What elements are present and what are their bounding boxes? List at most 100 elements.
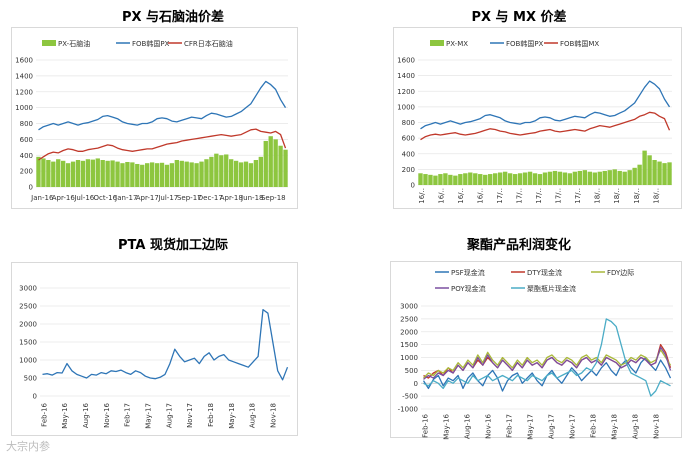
x-tick-label: Nov-17 xyxy=(568,414,576,439)
chart-title-px-mx: PX 与 MX 价差 xyxy=(471,10,567,25)
x-tick-label: 18/.. xyxy=(613,188,621,204)
chart-px-naphtha: 02004006008001000120014001600Jan-16Apr-1… xyxy=(15,39,288,202)
bar xyxy=(547,171,553,185)
x-tick-label: 18/.. xyxy=(633,188,641,204)
x-tick-label: May-16 xyxy=(61,402,69,428)
bar xyxy=(517,173,523,185)
y-tick-label: 400 xyxy=(20,152,33,160)
bar xyxy=(105,160,110,187)
bar xyxy=(607,170,612,185)
series-line xyxy=(423,349,672,379)
bar xyxy=(75,160,81,187)
bar xyxy=(253,160,259,187)
x-tick-label: Aug-16 xyxy=(82,402,90,428)
bar xyxy=(278,145,283,187)
x-tick-label: 17/.. xyxy=(516,188,524,204)
bar xyxy=(493,173,498,185)
bar xyxy=(507,173,513,185)
y-tick-label: 1400 xyxy=(15,72,33,80)
bar xyxy=(199,161,204,187)
legend-label: PX-MX xyxy=(446,40,468,48)
bar xyxy=(70,161,76,187)
x-tick-label: Nov-17 xyxy=(186,403,194,428)
bar xyxy=(159,162,165,187)
bar xyxy=(233,160,239,187)
x-tick-label: 16/.. xyxy=(418,188,426,204)
x-tick-label: Jun-18 xyxy=(240,194,263,202)
x-tick-label: Feb-18 xyxy=(207,403,215,427)
y-tick-label: -1000 xyxy=(398,406,418,414)
x-tick-label: 16/.. xyxy=(476,188,484,204)
y-tick-label: 200 xyxy=(402,166,415,174)
bar xyxy=(478,174,483,185)
bar xyxy=(61,160,66,187)
bar xyxy=(243,161,249,187)
bar xyxy=(125,161,130,187)
bar xyxy=(110,160,115,187)
bar xyxy=(443,173,448,185)
y-tick-label: 1600 xyxy=(15,57,33,65)
series-line xyxy=(38,128,287,161)
x-tick-label: May-16 xyxy=(442,413,450,439)
bar xyxy=(627,170,632,185)
bar xyxy=(622,171,627,185)
bar xyxy=(219,155,224,187)
x-tick-label: Jan-16 xyxy=(30,194,54,202)
bar xyxy=(130,162,135,187)
bar xyxy=(100,160,105,187)
x-tick-label: Apr-17 xyxy=(136,194,159,202)
bar xyxy=(632,167,637,185)
x-tick-label: Feb-17 xyxy=(505,414,513,438)
x-tick-label: Aug-17 xyxy=(547,414,555,439)
bar xyxy=(468,172,473,185)
x-tick-label: Oct-16 xyxy=(94,194,118,202)
bar xyxy=(273,139,278,187)
bar xyxy=(90,159,95,187)
x-tick-label: Nov-18 xyxy=(652,414,660,439)
bar xyxy=(453,175,458,185)
y-tick-label: 600 xyxy=(402,135,415,143)
y-tick-label: 1400 xyxy=(397,72,415,80)
chart-panel-px-naphtha: 0 200 400 600 800 1000 1200 1400 1600 Jan-16 Apr-1… xyxy=(11,27,298,209)
y-tick-label: 0 xyxy=(29,184,33,192)
bar xyxy=(562,172,568,185)
bar xyxy=(95,158,100,187)
y-tick-label: 1000 xyxy=(15,104,33,112)
bar xyxy=(164,164,170,187)
x-tick-label: Feb-16 xyxy=(40,402,48,426)
y-tick-label: 1500 xyxy=(400,341,418,349)
bar xyxy=(522,172,528,185)
x-tick-label: Aug-17 xyxy=(165,403,173,428)
bar xyxy=(532,173,538,185)
chart-pta: 0 500 1000 1500 2000 2500 3000 Feb-16 May-16 Aug-… xyxy=(19,285,290,429)
bar xyxy=(80,160,86,187)
chart-panel-pta: 0 500 1000 1500 2000 2500 3000 Feb-16 May-16 Aug-… xyxy=(11,262,298,436)
x-tick-label: 17/.. xyxy=(535,188,543,204)
legend-label: DTY现金流 xyxy=(527,268,562,277)
bar xyxy=(497,172,503,185)
y-tick-label: 0 xyxy=(33,393,37,401)
legend-swatch xyxy=(430,40,444,46)
chart-title-polyester: 聚酯产品利润变化 xyxy=(466,238,571,253)
y-tick-label: 2500 xyxy=(19,303,37,311)
y-tick-label: 500 xyxy=(405,367,418,375)
y-tick-label: 2000 xyxy=(19,321,37,329)
bar xyxy=(458,174,463,185)
y-tick-label: 1200 xyxy=(15,88,33,96)
bar xyxy=(56,159,61,187)
series-line xyxy=(423,346,672,380)
series-line xyxy=(38,80,287,131)
series-line xyxy=(423,318,671,397)
bar xyxy=(209,156,214,187)
y-tick-label: 400 xyxy=(402,150,415,158)
bar xyxy=(149,162,155,187)
bar xyxy=(448,174,453,185)
y-tick-label: 1500 xyxy=(19,339,37,347)
x-tick-label: Jul-17 xyxy=(157,194,178,202)
bar xyxy=(602,170,607,185)
bar xyxy=(268,136,273,187)
bar xyxy=(637,164,642,185)
bar xyxy=(667,162,672,185)
x-tick-label: Feb-18 xyxy=(589,414,597,438)
y-tick-label: 2500 xyxy=(400,315,418,323)
